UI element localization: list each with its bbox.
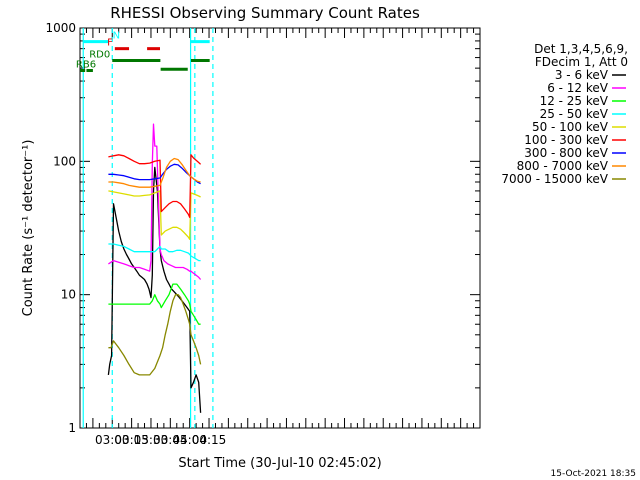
series-group [107,123,202,413]
x-tick-label: 04:15 [192,433,227,447]
legend-header: Det 1,3,4,5,6,9, [534,42,628,56]
x-tick-label: 03:30 [134,433,169,447]
x-axis-label: Start Time (30-Jul-10 02:45:02) [178,456,381,471]
legend-label-6-12-kev: 6 - 12 keV [547,81,609,95]
y-tick-label: 1 [68,421,76,435]
series-line-3-6-kev [107,166,202,413]
legend-label-3-6-kev: 3 - 6 keV [555,68,609,82]
y-tick-label: 10 [61,288,76,302]
y-tick-label: 100 [53,154,76,168]
legend-label-800-7000-kev: 800 - 7000 keV [517,159,609,173]
legend-label-7000-15000-kev: 7000 - 15000 keV [501,172,608,186]
series-line-25-50-kev [108,243,201,262]
legend-label-300-800-kev: 300 - 800 keV [524,146,608,160]
x-tick-label: 03:00 [95,433,130,447]
legend-label-50-100-kev: 50 - 100 keV [532,120,609,134]
series-line-12-25-kev [108,283,201,325]
state-label-rb6: RB6 [76,60,96,71]
state-label-n: N [113,31,120,42]
time-markers [82,28,214,428]
legend-label-12-25-kev: 12 - 25 keV [540,94,609,108]
series-line-800-7000-kev [108,157,201,188]
x-tick-label: 03:45 [153,433,188,447]
series-line-6-12-kev [108,123,202,280]
series-line-7000-15000-kev [108,294,202,376]
legend: Det 1,3,4,5,6,9,FDecim 1, Att 03 - 6 keV… [501,42,628,186]
footer-timestamp: 15-Oct-2021 18:35 [551,469,636,479]
x-tick-label: 03:15 [114,433,149,447]
legend-label-100-300-kev: 100 - 300 keV [524,133,608,147]
series-line-50-100-kev [108,190,201,240]
legend-header: FDecim 1, Att 0 [535,55,628,69]
y-axis: 1 10 100 1000 [45,21,480,435]
y-tick-label: 1000 [45,21,76,35]
legend-label-25-50-kev: 25 - 50 keV [540,107,609,121]
x-tick-label: 04:00 [172,433,207,447]
y-axis-label: Count Rate (s⁻¹ detector⁻¹) [21,140,36,317]
state-label-f: F [107,38,113,49]
plot-frame [79,27,481,429]
chart-title: RHESSI Observing Summary Count Rates [110,4,420,22]
state-bars [80,40,210,73]
state-label-rd0: RD0 [89,50,110,61]
series-line-100-300-kev [108,154,202,219]
